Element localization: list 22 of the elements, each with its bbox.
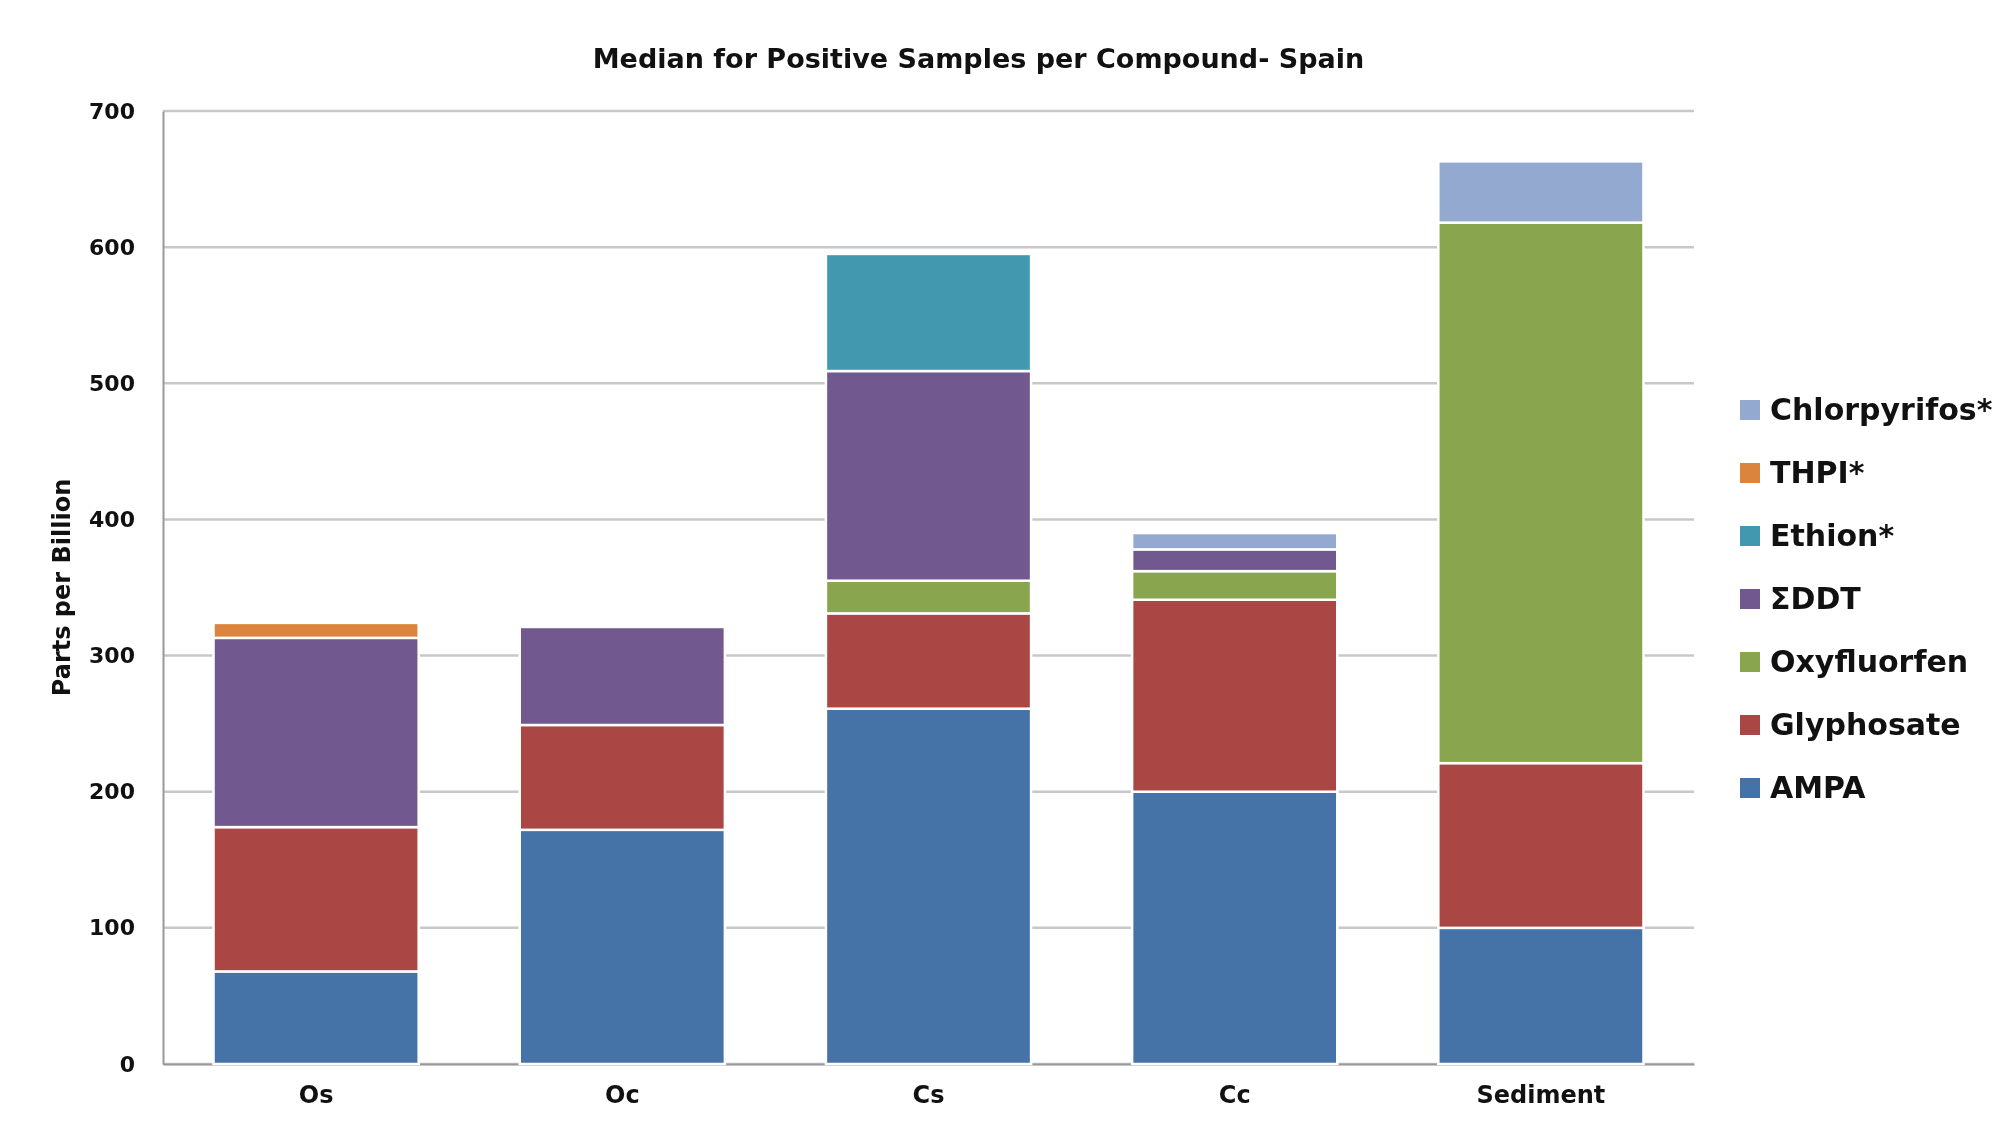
legend-label: ΣDDT — [1770, 581, 1862, 616]
x-tick-label: Cs — [912, 1081, 945, 1110]
legend-label: Glyphosate — [1770, 707, 1961, 742]
x-tick-label: Os — [298, 1081, 334, 1110]
x-tick-label: Oc — [604, 1081, 640, 1110]
legend-label: THPI* — [1770, 455, 1865, 490]
x-tick-label: Sediment — [1476, 1081, 1606, 1110]
y-tick-label: 500 — [89, 370, 135, 396]
y-tick-label: 0 — [119, 1051, 135, 1077]
y-tick-label: 700 — [89, 98, 135, 124]
x-tick-label: Cc — [1218, 1081, 1251, 1110]
legend-label: Oxyfluorfen — [1770, 644, 1969, 679]
y-tick-label: 100 — [89, 915, 135, 941]
y-tick-label: 200 — [89, 779, 135, 805]
y-tick-label: 400 — [89, 506, 135, 532]
legend-label: Ethion* — [1770, 518, 1895, 553]
legend-label: AMPA — [1770, 770, 1867, 805]
y-tick-label: 600 — [89, 234, 135, 260]
legend-label: Chlorpyrifos* — [1770, 392, 1993, 427]
y-tick-label: 300 — [89, 643, 135, 669]
chart-title: Median for Positive Samples per Compound- Spain — [592, 43, 1365, 74]
y-axis-title: Parts per Billion — [48, 478, 76, 697]
